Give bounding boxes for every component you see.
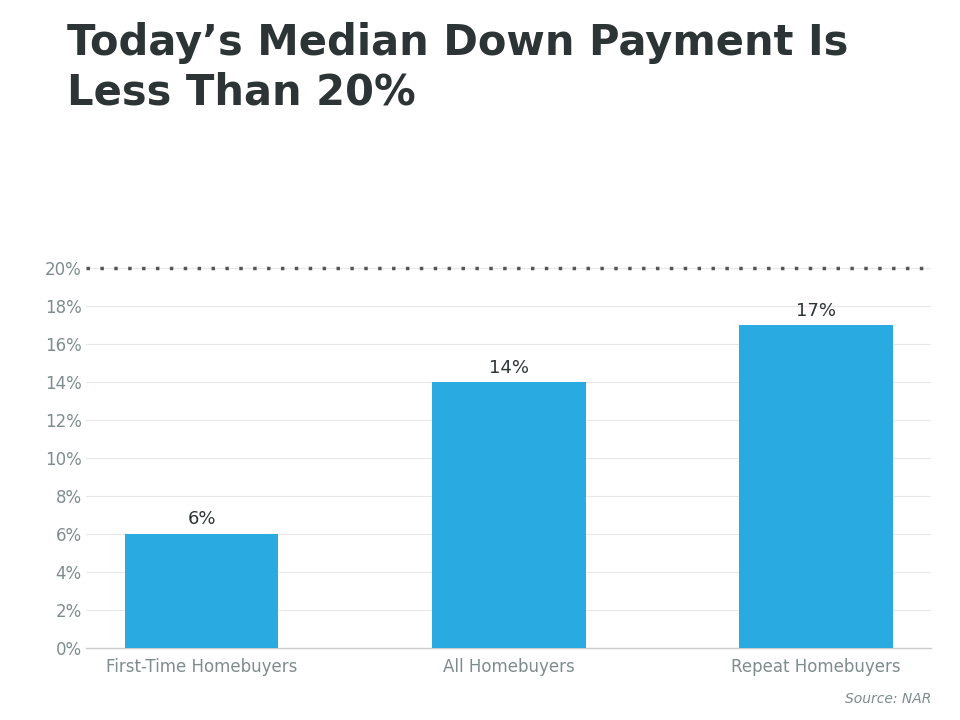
Bar	[432, 382, 586, 648]
Text: Today’s Median Down Payment Is
Less Than 20%: Today’s Median Down Payment Is Less Than…	[67, 22, 849, 114]
Bar	[739, 325, 893, 648]
Text: 6%: 6%	[187, 510, 216, 528]
Text: Source: NAR: Source: NAR	[845, 692, 931, 706]
Text: 17%: 17%	[796, 302, 836, 320]
Bar	[125, 534, 278, 648]
Text: 14%: 14%	[489, 359, 529, 377]
